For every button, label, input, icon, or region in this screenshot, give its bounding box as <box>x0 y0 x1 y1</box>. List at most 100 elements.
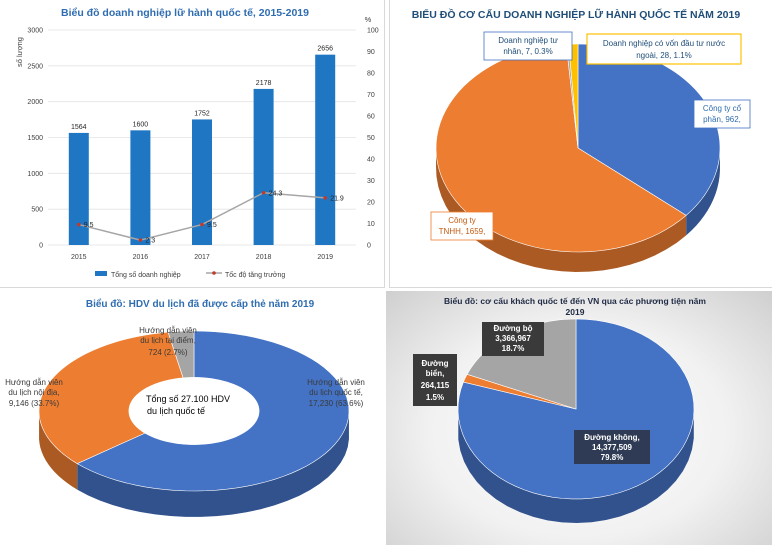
slice-label-line: 79.8% <box>601 453 624 462</box>
pie-slice-side <box>77 413 349 517</box>
slice-label-line: Đường <box>421 359 448 368</box>
line-marker <box>200 222 204 227</box>
bar <box>192 119 212 245</box>
label-box <box>693 99 751 129</box>
y-tick-label: 1000 <box>27 171 43 178</box>
label-box <box>413 354 457 406</box>
enterprise-structure-chart: BIỂU ĐỒ CƠ CẤU DOANH NGHIỆP LỮ HÀNH QUỐC… <box>389 0 772 288</box>
slice-label-line: phần, 962, <box>703 115 741 124</box>
slice-label-line: nhân, 7, 0.3% <box>503 47 552 56</box>
label-joint-stock: Công ty cổ phần, 962, <box>693 99 751 129</box>
y-tick-label: 0 <box>39 243 43 250</box>
label-road: Đường bộ 3,366,967 18.7% <box>482 322 544 356</box>
tour-guide-svg: Biểu đồ: HDV du lịch đã được cấp thẻ năm… <box>5 298 365 517</box>
pie <box>435 43 721 272</box>
line-data-label: 21.9 <box>330 195 344 202</box>
label-sea: Đường biển, 264,115 1.5% <box>413 354 457 406</box>
label-box <box>483 31 573 61</box>
line-marker <box>323 196 328 200</box>
slice-label-line: Doanh nghiệp tư <box>498 36 558 45</box>
y-axis-ticks: 0 500 1000 1500 2000 2500 3000 <box>27 28 43 250</box>
slice-label-line: 1.5% <box>426 393 444 402</box>
line-data-label: 9.5 <box>84 222 94 229</box>
pie-slice-side <box>39 413 78 490</box>
y2-tick-label: 30 <box>367 178 375 185</box>
line-data-label: 9.5 <box>207 222 217 229</box>
slice-label-line: 17,230 (63.6%) <box>309 399 364 408</box>
bar-data-label: 2178 <box>256 80 272 87</box>
slice-label-line: biển, <box>426 369 445 378</box>
y2-tick-label: 80 <box>367 71 375 78</box>
y2-tick-label: 60 <box>367 114 375 121</box>
y-tick-label: 2500 <box>27 63 43 70</box>
y-tick-label: 3000 <box>27 28 43 35</box>
bar-data-label: 1564 <box>71 124 87 131</box>
legend: Tổng số doanh nghiệp Tốc độ tăng trưởng <box>95 270 285 279</box>
bar <box>68 132 89 245</box>
y-tick-label: 2000 <box>27 99 43 106</box>
bar <box>253 88 274 245</box>
enterprise-structure-svg: BIỂU ĐỒ CƠ CẤU DOANH NGHIỆP LỮ HÀNH QUỐC… <box>412 7 751 272</box>
bar <box>315 54 336 245</box>
slice-label-line: Doanh nghiệp có vốn đầu tư nước <box>603 39 725 48</box>
label-fdi-enterprise: Doanh nghiệp có vốn đầu tư nước ngoài, 2… <box>586 33 742 65</box>
slice-label-line: Hướng dẫn viên <box>5 378 63 387</box>
enterprise-count-svg: Biểu đồ doanh nghiệp lữ hành quốc tế, 20… <box>15 7 379 279</box>
x-tick-label: 2017 <box>194 254 210 261</box>
slice-label-line: 3,366,967 <box>495 334 531 343</box>
donut <box>38 330 350 517</box>
slice-label-line: Hướng dẫn viên <box>139 326 197 335</box>
slice-label-line: 724 (2.7%) <box>148 348 187 357</box>
label-box <box>586 33 742 65</box>
slice-label-line: Công ty <box>448 216 476 225</box>
y2-tick-label: 20 <box>367 200 375 207</box>
slice-label-line: 18.7% <box>502 344 525 353</box>
slice-label-line: Công ty cổ <box>703 104 742 113</box>
slice-label-line: Hướng dẫn viên <box>307 378 365 387</box>
slice-label-line: du lịch quốc tế, <box>309 388 363 397</box>
y2-tick-label: 70 <box>367 92 375 99</box>
donut-hole <box>128 377 260 445</box>
label-on-site-guides: Hướng dẫn viên du lịch tại điểm, 724 (2.… <box>139 326 197 357</box>
y-axis-title: số lượng <box>15 37 24 67</box>
x-tick-label: 2015 <box>71 254 87 261</box>
x-axis-ticks: 2015 2016 2017 2018 2019 <box>71 254 333 261</box>
y2-axis-title: % <box>365 15 372 24</box>
y-tick-label: 1500 <box>27 135 43 142</box>
legend-marker <box>212 271 216 275</box>
center-label-line: Tổng số 27.100 HDV <box>146 394 230 404</box>
y-tick-label: 500 <box>31 207 43 214</box>
slice-label-line: du lịch nội địa, <box>8 388 59 397</box>
label-air: Đường không, 14,377,509 79.8% <box>574 430 650 464</box>
legend-label-line: Tốc độ tăng trưởng <box>225 270 285 279</box>
y2-tick-label: 100 <box>367 28 379 35</box>
chart-title: BIỂU ĐỒ CƠ CẤU DOANH NGHIỆP LỮ HÀNH QUỐC… <box>412 7 741 21</box>
label-box <box>482 322 544 356</box>
arrivals-by-transport-svg: Biểu đồ: cơ cấu khách quốc tế đến VN qua… <box>413 296 706 523</box>
slice-label-line: TNHH, 1659, <box>439 227 486 236</box>
line-series: 9.5 2.3 9.5 24.3 21.9 <box>77 190 344 245</box>
legend-swatch-bar <box>95 271 107 276</box>
slice-label-line: 14,377,509 <box>592 443 633 452</box>
bar-data-label: 2656 <box>317 46 333 53</box>
bar-data-label: 1752 <box>194 110 210 117</box>
label-box <box>430 211 494 241</box>
y2-tick-label: 40 <box>367 157 375 164</box>
x-tick-label: 2018 <box>256 254 272 261</box>
legend-label-bar: Tổng số doanh nghiệp <box>111 270 181 279</box>
slice-label-line: ngoài, 28, 1.1% <box>636 51 692 60</box>
line-data-label: 24.3 <box>269 190 283 197</box>
line-data-label: 2.3 <box>145 238 155 245</box>
slice-label-line: du lịch tại điểm, <box>140 336 196 345</box>
label-private-enterprise: Doanh nghiệp tư nhân, 7, 0.3% <box>483 31 573 61</box>
enterprise-count-chart: Biểu đồ doanh nghiệp lữ hành quốc tế, 20… <box>0 0 385 288</box>
chart-title-line: 2019 <box>566 307 585 317</box>
chart-title-line: Biểu đồ: cơ cấu khách quốc tế đến VN qua… <box>444 296 706 306</box>
line-marker <box>138 238 143 242</box>
pie-slice-side <box>458 414 694 523</box>
bar <box>130 130 151 245</box>
y2-tick-label: 50 <box>367 135 375 142</box>
y2-tick-label: 0 <box>367 243 371 250</box>
label-llc: Công ty TNHH, 1659, <box>430 211 494 241</box>
label-domestic-guides: Hướng dẫn viên du lịch nội địa, 9,146 (3… <box>5 378 63 408</box>
